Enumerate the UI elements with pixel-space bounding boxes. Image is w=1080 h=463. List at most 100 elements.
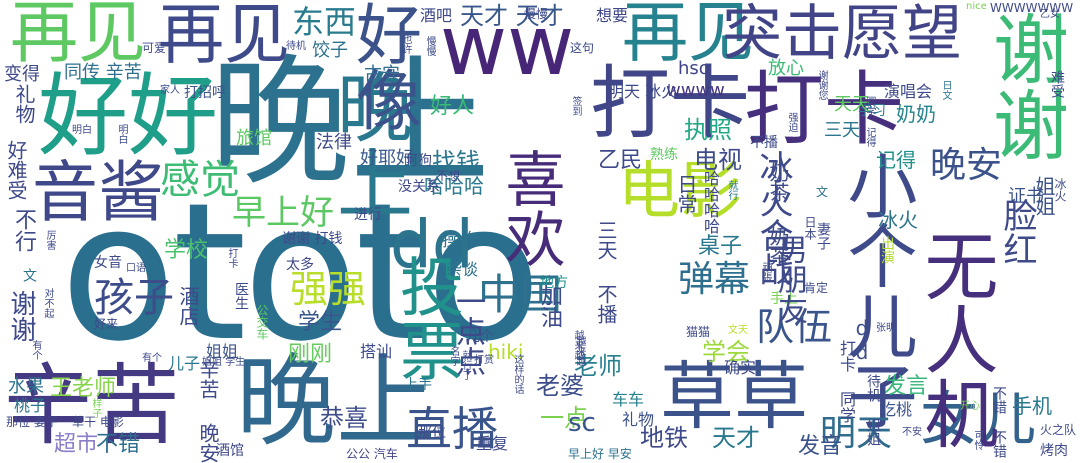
word-zhizhao-side: 妻子 xyxy=(815,222,831,250)
word-haoyehao: 好耶好 xyxy=(360,148,414,169)
word-fangxin: 放心 xyxy=(768,58,804,79)
word-gu-dong: 可怜 xyxy=(972,430,983,450)
word-ototo: ototo xyxy=(60,162,542,383)
word-shouji: 手机 xyxy=(1012,394,1052,418)
word-mingbai: 明白 xyxy=(72,125,92,136)
word-dashan: 搭讪 xyxy=(360,342,393,361)
word-xiangyao: 想要 xyxy=(596,6,629,25)
word-shulian: 阿狗 xyxy=(404,153,432,169)
word-zheyangdehua: 这样的话 xyxy=(512,354,523,394)
word-ganggang: 刚刚 xyxy=(288,342,333,367)
word-xiuxi: 冰火合战 xyxy=(753,150,793,286)
word-jide: 记得 xyxy=(876,148,916,172)
word-youge: 有个 xyxy=(142,353,162,364)
word-nawei: 那位 xyxy=(418,425,446,441)
word-dd-small: 文 xyxy=(21,268,37,282)
word-dazhaohu: 打招呼 xyxy=(184,85,226,101)
word-jiuguan: 酒馆 xyxy=(216,443,244,459)
word-taozi: 桃子 xyxy=(14,396,47,415)
word-jiaozi: 饺子 xyxy=(312,40,348,61)
word-cheche: 车车 xyxy=(612,390,645,409)
word-yimin: 乙民 xyxy=(598,148,643,173)
word-wentian: 太多 xyxy=(286,257,314,273)
word-niunai: 男朋友 xyxy=(772,234,807,324)
word-chongfu: 重复 xyxy=(476,434,509,453)
word-zhengshu: 证书 xyxy=(1008,186,1044,207)
word-gonggong-qiche: 公公 汽车 xyxy=(346,447,398,461)
word-mingtian: 明天 xyxy=(820,413,893,454)
word-zaijian-3: 再见 xyxy=(622,0,754,71)
word-santian-bubo: 加油 xyxy=(537,284,562,328)
word-nver: 女儿 xyxy=(920,385,1037,453)
word-ganjue: 感觉 xyxy=(160,157,240,203)
word-yidiandian: 辛苦 晚安 xyxy=(196,359,220,463)
word-caocao: 草草 xyxy=(660,354,808,440)
word-tiantian: 天天 xyxy=(834,94,870,115)
word-jige: 几个 xyxy=(466,329,494,345)
word-xinku: 辛苦 xyxy=(4,354,181,457)
word-binghuo-hezhan: 脸红 xyxy=(997,198,1037,266)
word-daka-tongxue: 文 xyxy=(816,185,829,199)
word-chuyan: 三天 不播 xyxy=(594,220,618,324)
word-toupiao: 喜欢 xyxy=(495,148,565,268)
word-haolai: 猫猫 xyxy=(686,325,711,339)
word-wen: 好像 xyxy=(345,0,422,132)
word-yanchanghui: 演唱会 xyxy=(884,82,933,101)
word-xuexiao: 学校 xyxy=(164,238,209,263)
word-shangshou: 上手 xyxy=(404,377,432,393)
word-zhuozi: 桌子 xyxy=(698,234,743,259)
word-dd: dd xyxy=(390,206,474,283)
word-wanshang-large: 晚上 xyxy=(210,42,491,205)
word-xiexie-small: 好难受 xyxy=(4,140,28,200)
word-caozuo: 操作 xyxy=(442,230,478,251)
word-kaorou: 烤肉 xyxy=(1040,443,1068,459)
word-maomao: 文天 xyxy=(728,325,748,336)
word-riwen: 日文 xyxy=(940,80,951,100)
word-nawei-qizi: 那位 妻子 xyxy=(6,415,58,429)
word-yinjiang: 音酱 xyxy=(32,154,164,231)
word-bucuo: 不错 xyxy=(96,432,141,457)
word-danmu: 弹幕 xyxy=(678,259,751,300)
word-zheju: 这句 xyxy=(570,41,595,55)
word-daka-1: 打卡 xyxy=(590,57,750,150)
word-keai: 可爱 xyxy=(142,41,167,55)
word-qizi: 手上 xyxy=(770,291,798,307)
word-queshi: 确实 xyxy=(724,358,757,377)
word-tuji-yuanwang: 突击愿望 xyxy=(722,0,962,69)
word-liwu-left: 礼物 xyxy=(12,84,36,124)
word-dongxi: 东西 xyxy=(292,3,357,41)
word-daka-2: 打卡 xyxy=(744,63,904,156)
word-biande: 变得 xyxy=(4,64,40,85)
word-huozhidui: 开心 xyxy=(960,401,980,412)
word-buxiang: 没关系 xyxy=(398,179,440,195)
word-bangzhu: 越来越 xyxy=(574,336,585,366)
word-ww: ww xyxy=(440,0,575,94)
word-jiejie: 姐姐 xyxy=(206,342,239,361)
word-haonanshou: 不行 xyxy=(11,208,36,252)
word-lihai: 有个 xyxy=(30,340,41,360)
word-jiuxingle: 就行了 xyxy=(460,350,471,380)
word-mingzi: 名字 xyxy=(448,346,459,366)
word-lianhong: 待机 姐姐 xyxy=(865,374,881,446)
word-haoxiang: 投票 xyxy=(389,254,463,382)
word-erzi: 儿子 xyxy=(168,354,201,373)
word-yangzi: 样子 xyxy=(90,398,101,418)
word-caogan-dianying: 草干 电影 xyxy=(72,415,124,429)
word-fayin: 发音 xyxy=(798,434,843,459)
word-buxing: 慢慢 xyxy=(424,36,435,56)
word-wuan: 谢谢您 xyxy=(816,70,827,100)
word-laoshi: 老师 xyxy=(574,352,622,380)
word-liwu: 礼物 xyxy=(622,410,655,429)
word-wwww: wwww xyxy=(666,80,725,101)
word-mingbai-side: 明白 xyxy=(116,124,127,144)
word-chaoshi: 超市 xyxy=(54,432,99,457)
word-qiandao: 强迫 xyxy=(786,112,797,132)
word-daiji-jiejie: 冰火 xyxy=(1053,178,1067,202)
word-dianying: 电影 xyxy=(618,154,743,227)
word-xihuan: 谢谢 xyxy=(980,10,1069,162)
word-wanshang-bottom: 晚上 xyxy=(236,343,436,460)
word-zhizhao: 执照 xyxy=(684,116,732,144)
word-xinku-wanan: 酒店 xyxy=(176,286,200,326)
word-ribun: 日本 xyxy=(803,216,817,240)
word-tiancai: 天才 xyxy=(712,424,760,452)
